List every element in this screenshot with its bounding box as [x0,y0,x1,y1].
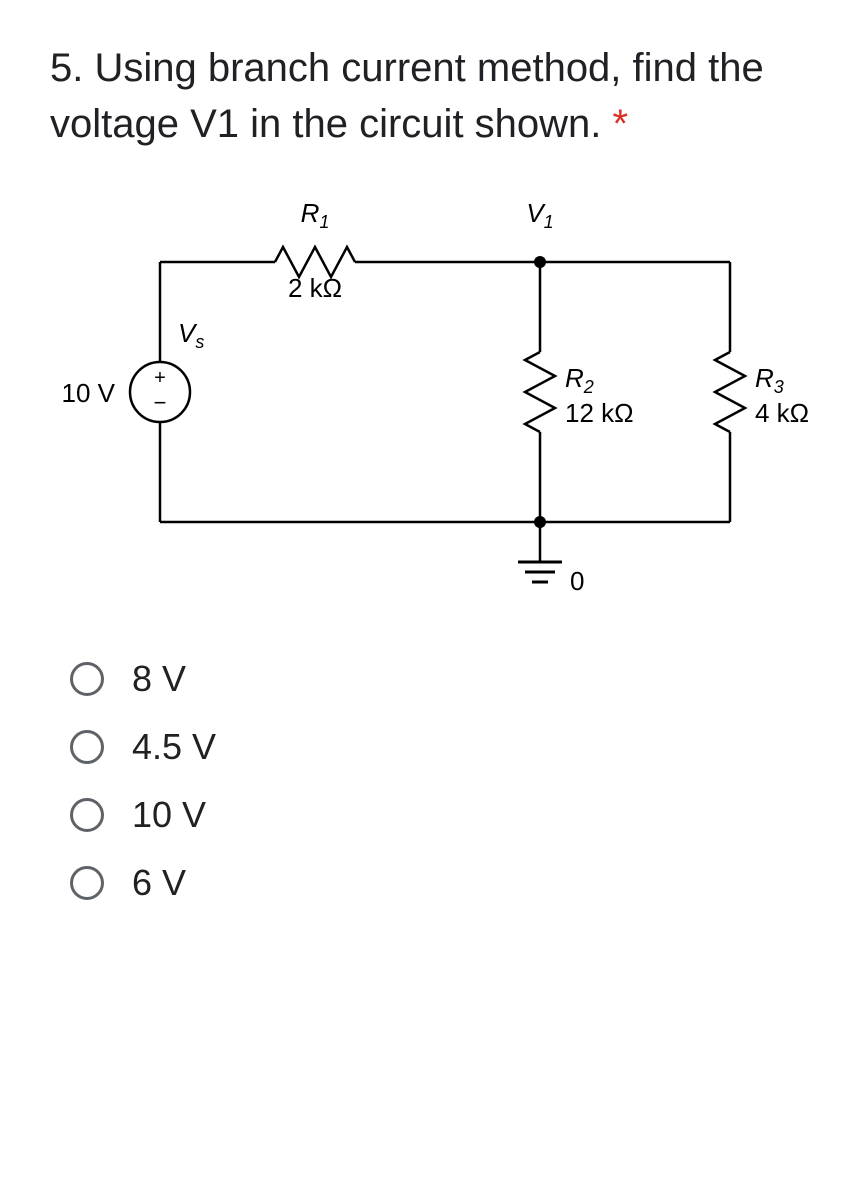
vs-label: Vs [178,318,204,352]
option-2[interactable]: 10 V [70,794,801,836]
question-body: Using branch current method, find the vo… [50,46,764,146]
required-asterisk: * [613,102,629,146]
question-number: 5. [50,46,83,90]
v1-label: V1 [526,198,553,232]
r3-value: 4 kΩ [755,398,809,428]
r2-label: R2 [565,363,594,397]
r2-value: 12 kΩ [565,398,634,428]
option-1[interactable]: 4.5 V [70,726,801,768]
ground-label: 0 [570,566,584,596]
r1-value: 2 kΩ [288,273,342,303]
radio-icon [70,866,104,900]
source-minus: − [154,390,167,415]
options-list: 8 V 4.5 V 10 V 6 V [50,658,801,904]
option-label: 4.5 V [132,726,216,768]
radio-icon [70,730,104,764]
radio-icon [70,662,104,696]
option-3[interactable]: 6 V [70,862,801,904]
option-label: 6 V [132,862,186,904]
option-0[interactable]: 8 V [70,658,801,700]
vs-value: 10 V [62,378,116,408]
r1-label: R1 [301,198,330,232]
question-text: 5. Using branch current method, find the… [50,40,801,152]
option-label: 10 V [132,794,206,836]
r3-label: R3 [755,363,784,397]
circuit-diagram: + − Vs 10 V R1 2 kΩ V1 R2 12 kΩ R3 4 kΩ [50,182,810,632]
radio-icon [70,798,104,832]
option-label: 8 V [132,658,186,700]
source-plus: + [154,367,166,389]
